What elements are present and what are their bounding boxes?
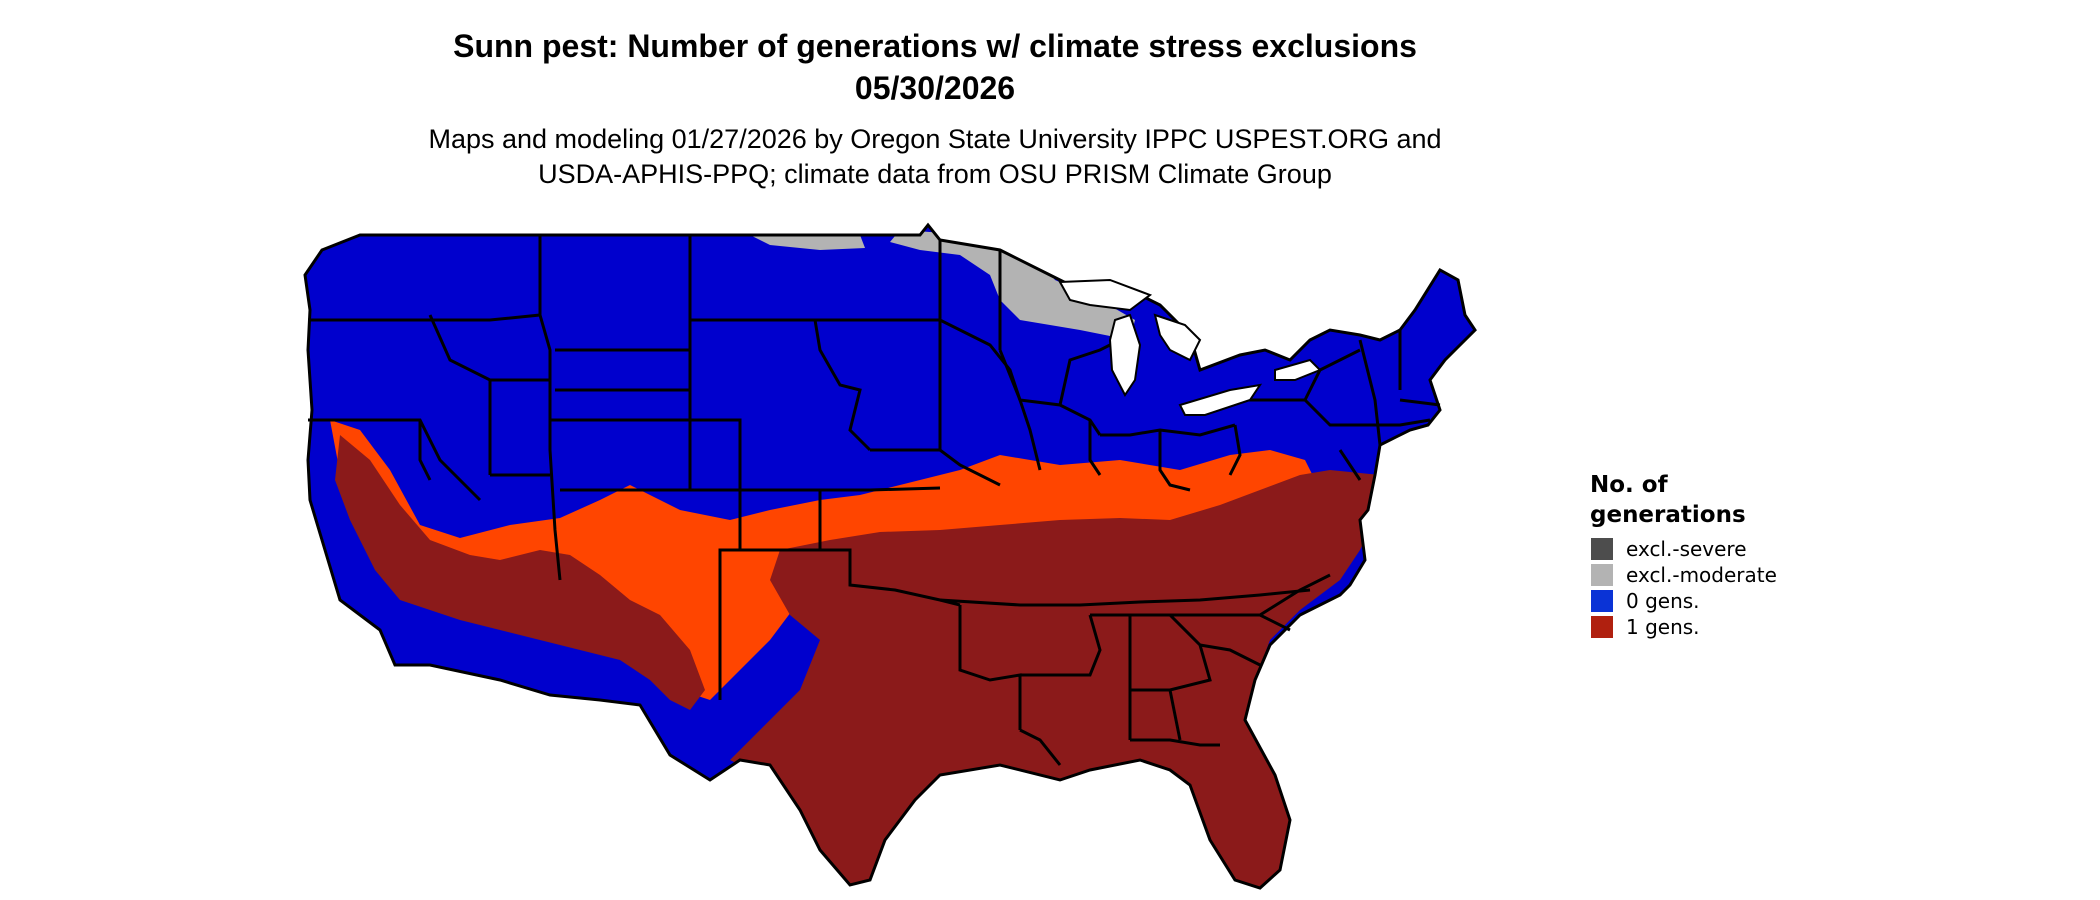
legend-items: excl.-severe excl.-moderate 0 gens. 1 ge… xyxy=(1590,536,1790,640)
one-gen-region xyxy=(335,435,705,710)
legend-label: 1 gens. xyxy=(1626,615,1700,639)
map-subtitle: Maps and modeling 01/27/2026 by Oregon S… xyxy=(0,122,1870,192)
legend-swatch xyxy=(1590,537,1614,561)
subtitle-line-1: Maps and modeling 01/27/2026 by Oregon S… xyxy=(428,124,1442,154)
legend-item-0-gens: 0 gens. xyxy=(1590,588,1790,614)
state-borders xyxy=(303,222,1477,890)
subtitle-line-2: USDA-APHIS-PPQ; climate data from OSU PR… xyxy=(538,159,1332,189)
excl-moderate-region xyxy=(890,230,1135,340)
legend-label: excl.-severe xyxy=(1626,537,1747,561)
us-generations-map xyxy=(303,222,1477,890)
legend-item-1-gens: 1 gens. xyxy=(1590,614,1790,640)
legend-title: No. of generations xyxy=(1590,470,1790,530)
legend-title-line-2: generations xyxy=(1590,502,1746,528)
legend-swatch xyxy=(1590,615,1614,639)
legend-item-excl-moderate: excl.-moderate xyxy=(1590,562,1790,588)
legend-swatch xyxy=(1590,589,1614,613)
legend-swatch xyxy=(1590,563,1614,587)
legend-title-line-1: No. of xyxy=(1590,472,1668,498)
legend: No. of generations excl.-severe excl.-mo… xyxy=(1590,470,1790,640)
great-lakes xyxy=(1058,278,1322,416)
title-line-1: Sunn pest: Number of generations w/ clim… xyxy=(453,28,1417,64)
map-title: Sunn pest: Number of generations w/ clim… xyxy=(0,25,1870,109)
legend-label: excl.-moderate xyxy=(1626,563,1777,587)
legend-item-excl-severe: excl.-severe xyxy=(1590,536,1790,562)
legend-label: 0 gens. xyxy=(1626,589,1700,613)
excl-moderate-patch xyxy=(750,235,865,250)
title-line-2: 05/30/2026 xyxy=(854,70,1016,106)
